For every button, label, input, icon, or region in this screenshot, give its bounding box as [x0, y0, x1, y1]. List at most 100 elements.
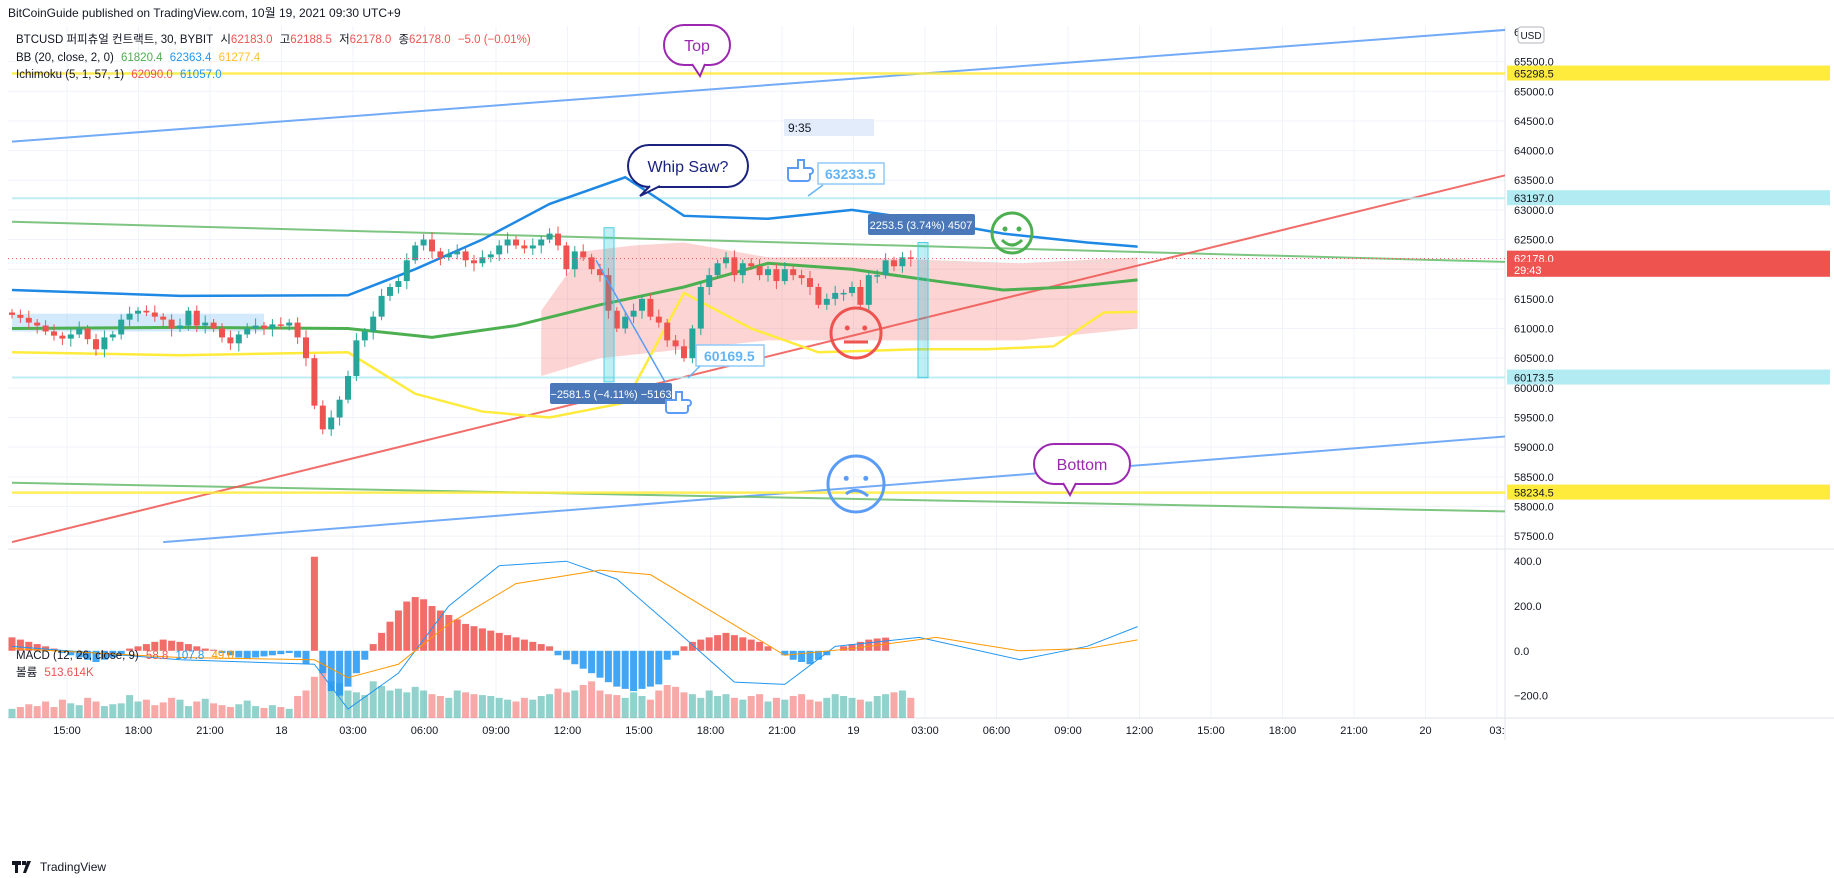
- ohlc-high-label: 고: [279, 34, 291, 46]
- candle: [874, 275, 881, 277]
- ichimoku-base-value: 61057.0: [180, 69, 222, 81]
- bb-lower-line: [11, 291, 1138, 419]
- macd-hist-bar: [84, 650, 92, 660]
- trendline: [11, 481, 1505, 513]
- bb-label: BB (20, close, 2, 0): [16, 52, 114, 64]
- volume-bar: [411, 686, 419, 718]
- volume-bar: [697, 697, 705, 718]
- macd-hist-bar: [848, 644, 856, 651]
- volume-bar: [235, 704, 243, 718]
- candle: [76, 328, 83, 335]
- sad-face-icon-eye-left: [843, 475, 849, 481]
- ichimoku-legend[interactable]: Ichimoku (5, 1, 57, 1) 62090.0 61057.0: [16, 67, 226, 83]
- volume-bar: [218, 705, 226, 718]
- candle: [840, 292, 847, 295]
- ohlc-low: 62178.0: [349, 34, 392, 46]
- callout-leader-2: [687, 365, 701, 379]
- bb-lower-value: 61277.4: [218, 52, 261, 64]
- candle: [765, 269, 771, 276]
- candle: [471, 260, 477, 264]
- candle: [781, 269, 788, 282]
- candle: [25, 317, 32, 323]
- candle: [697, 287, 704, 329]
- price-badge-label: 58234.5: [1514, 488, 1554, 500]
- macd-hist-bar: [294, 650, 302, 658]
- volume-bar: [705, 690, 713, 718]
- thumbs-down-hand-icon-shape: [665, 391, 692, 414]
- symbol-name[interactable]: BTCUSD 퍼피츄얼 컨트랙트, 30, BYBIT: [16, 34, 214, 46]
- macd-hist-value: 58.8: [145, 650, 169, 662]
- candle: [907, 257, 914, 259]
- volume-bar: [25, 704, 33, 718]
- price-badge: [1507, 261, 1830, 277]
- bottom-annotation-bubble: [1033, 443, 1131, 485]
- volume-bar: [865, 701, 873, 718]
- candle: [412, 245, 419, 261]
- macd-hist-bar: [168, 640, 176, 651]
- volume-bar: [596, 690, 604, 718]
- candle: [790, 269, 797, 276]
- candle: [84, 328, 91, 340]
- macd-hist-bar: [596, 650, 604, 678]
- volume-bar: [84, 697, 92, 718]
- signal-line: [11, 569, 1138, 679]
- macd-hist-bar: [478, 628, 486, 651]
- candle: [67, 334, 74, 339]
- macd-hist-bar: [184, 644, 192, 651]
- macd-hist-bar: [798, 650, 806, 662]
- volume-bar: [117, 703, 125, 718]
- volume-bar: [562, 692, 570, 718]
- candle: [59, 335, 66, 339]
- macd-hist-bar: [680, 646, 688, 651]
- macd-hist-bar: [235, 650, 243, 658]
- tradingview-footer[interactable]: TradingView: [12, 860, 106, 874]
- candle: [244, 328, 251, 335]
- candle: [723, 257, 729, 264]
- macd-legend[interactable]: MACD (12, 26, close, 9) 58.8 107.8 49.0: [16, 648, 238, 664]
- price-tick: 64500.0: [1514, 116, 1554, 128]
- candle: [899, 257, 906, 267]
- volume-bar: [604, 694, 612, 718]
- candle: [706, 275, 713, 287]
- candle: [370, 316, 377, 332]
- candle: [361, 331, 368, 341]
- candle: [857, 287, 864, 305]
- volume-bar: [798, 694, 806, 718]
- happy-face-icon-eye-left: [1002, 226, 1008, 232]
- ichimoku-conversion-value: 62090.0: [131, 69, 173, 81]
- bb-legend[interactable]: BB (20, close, 2, 0) 61820.4 62363.4 612…: [16, 50, 264, 66]
- candle: [529, 245, 536, 249]
- volume-bar: [67, 703, 75, 718]
- macd-hist-bar: [688, 641, 696, 651]
- volume-bar: [546, 694, 554, 718]
- candle: [269, 324, 276, 329]
- macd-hist-bar: [806, 650, 814, 665]
- volume-bar: [840, 696, 848, 718]
- time-tick: 21:00: [1340, 725, 1368, 737]
- volume-bar: [638, 696, 646, 718]
- candle: [294, 322, 301, 338]
- volume-bar: [126, 695, 134, 718]
- volume-bar: [831, 694, 839, 718]
- macd-hist-bar: [537, 644, 545, 651]
- macd-hist-bar: [394, 610, 402, 651]
- price-tick: 64000.0: [1514, 146, 1554, 158]
- price-tick: 63500.0: [1514, 175, 1554, 187]
- volume-bar: [714, 696, 722, 718]
- volume-bar: [646, 699, 654, 718]
- candle: [319, 405, 326, 430]
- volume-bar: [688, 694, 696, 718]
- volume-bar: [369, 681, 377, 718]
- volume-bar: [327, 681, 335, 718]
- volume-legend[interactable]: 볼륨 513.614K: [16, 665, 98, 681]
- volume-bar: [378, 685, 386, 718]
- volume-bar: [386, 690, 394, 718]
- time-tick: 21:00: [196, 725, 224, 737]
- price-tick: 65000.0: [1514, 86, 1554, 98]
- tradingview-logo-icon: [12, 861, 31, 873]
- sad-face-icon: [826, 454, 886, 514]
- macd-hist-bar: [193, 646, 201, 651]
- candle: [17, 314, 24, 318]
